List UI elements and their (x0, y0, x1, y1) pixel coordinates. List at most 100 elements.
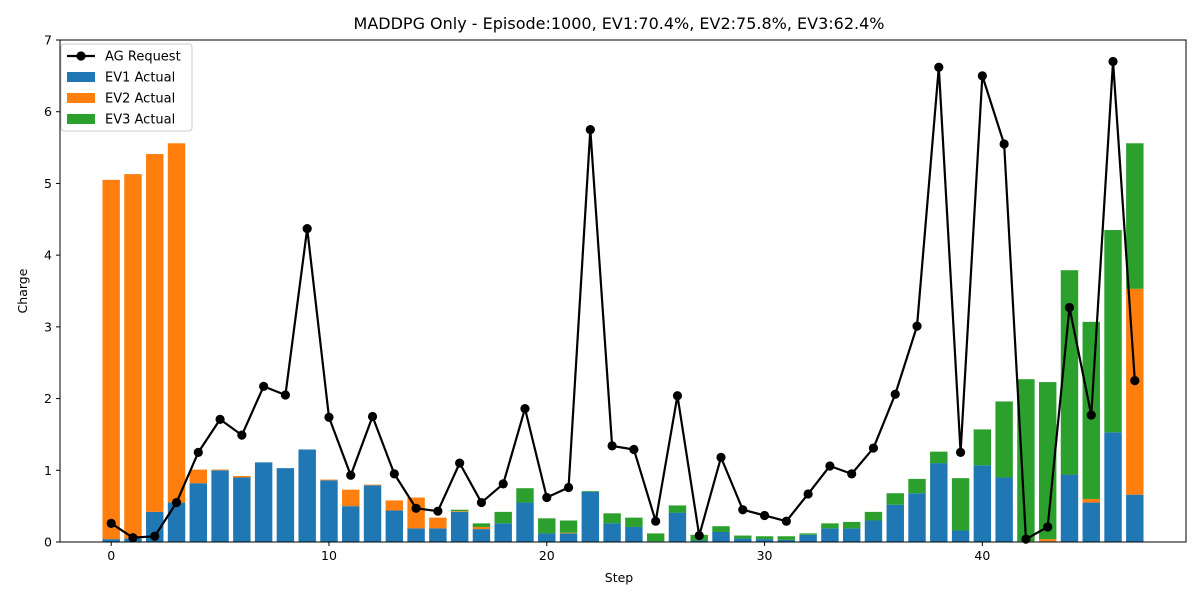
y-tick-label-1: 1 (44, 463, 52, 478)
ag-request-point-29 (738, 505, 748, 515)
ag-request-point-27 (694, 530, 704, 541)
bar-ev3-step-39 (951, 478, 970, 531)
bar-ev2-step-43 (1038, 539, 1057, 542)
ag-request-point-47 (1130, 376, 1140, 386)
bar-ev3-step-47 (1126, 143, 1144, 289)
bar-ev3-step-31 (777, 536, 796, 540)
bar-ev2-step-45 (1082, 498, 1100, 503)
bar-ev1-step-30 (755, 539, 774, 542)
line-layer (106, 56, 1140, 544)
ag-request-point-41 (999, 139, 1009, 149)
bar-ev1-step-10 (320, 480, 338, 542)
ag-request-point-46 (1108, 56, 1118, 67)
bar-ev1-step-19 (516, 502, 534, 542)
bar-ev1-step-34 (842, 528, 861, 542)
legend-label-ev1-actual: EV1 Actual (105, 71, 175, 86)
bar-ev3-step-17 (472, 523, 491, 527)
bar-ev1-step-29 (734, 538, 752, 542)
ag-request-point-9 (302, 224, 312, 234)
ag-request-point-24 (629, 444, 639, 455)
bar-ev1-step-27 (690, 540, 708, 542)
bar-ev3-step-42 (1017, 379, 1035, 542)
legend-label-ag-request: AG Request (105, 50, 181, 65)
legend-label-ev2-actual: EV2 Actual (105, 92, 175, 107)
ag-request-point-2 (150, 531, 160, 541)
ag-request-point-45 (1086, 410, 1096, 420)
bar-ev1-step-33 (821, 528, 839, 542)
ag-request-point-36 (890, 389, 900, 399)
ag-request-point-11 (346, 470, 356, 480)
ag-request-point-22 (585, 125, 595, 135)
ag-request-point-15 (433, 506, 443, 516)
bar-ev3-step-44 (1060, 270, 1079, 475)
bar-ev1-step-2 (146, 511, 164, 542)
ag-request-point-17 (476, 497, 487, 508)
x-tick-label-30: 30 (757, 548, 773, 563)
ag-request-point-40 (977, 71, 987, 81)
bar-ev1-step-40 (973, 465, 992, 542)
bar-ev3-step-35 (864, 511, 883, 521)
ag-request-point-23 (607, 441, 617, 451)
y-tick-label-2: 2 (44, 391, 52, 406)
ag-request-point-34 (847, 469, 857, 479)
bar-ev3-step-19 (516, 488, 534, 503)
bar-ev3-step-36 (886, 493, 904, 505)
y-tick-label-7: 7 (44, 33, 52, 48)
y-tick-label-6: 6 (44, 104, 52, 119)
bar-ev2-step-10 (320, 479, 338, 481)
bar-ev2-step-2 (146, 154, 164, 512)
bar-ev2-step-17 (472, 526, 491, 530)
ag-request-point-42 (1021, 534, 1031, 544)
bar-ev1-step-4 (189, 483, 208, 542)
bar-ev1-step-35 (864, 520, 883, 542)
legend-swatch-ev1-actual (67, 72, 95, 82)
bar-ev1-step-14 (407, 528, 425, 542)
ag-request-point-28 (716, 452, 726, 462)
bar-ev1-step-46 (1104, 432, 1122, 542)
ag-request-point-26 (672, 391, 683, 401)
bar-ev1-step-5 (211, 470, 229, 542)
bar-ev3-step-41 (995, 401, 1013, 478)
ag-request-point-14 (411, 503, 421, 513)
ag-request-point-8 (280, 390, 291, 400)
bar-ev2-step-15 (429, 517, 447, 529)
bar-ev1-step-11 (342, 506, 360, 542)
bar-ev3-step-25 (646, 533, 665, 542)
ag-request-point-7 (259, 381, 269, 391)
bar-ev3-step-43 (1038, 382, 1057, 540)
y-axis-ticks: 0 1 2 3 4 5 6 7 (44, 33, 60, 550)
bar-ev2-step-11 (342, 489, 360, 507)
bar-ev1-step-8 (276, 468, 295, 542)
bar-ev1-step-15 (429, 528, 447, 542)
bar-ev1-step-36 (886, 504, 904, 542)
x-tick-label-0: 0 (107, 548, 115, 563)
bar-ev2-step-3 (167, 143, 186, 503)
ag-request-point-25 (651, 516, 661, 526)
bar-ev1-step-12 (363, 485, 382, 542)
bar-ev2-step-6 (233, 476, 251, 478)
bar-ev2-step-16 (450, 511, 469, 512)
bar-ev1-step-18 (494, 523, 512, 542)
ag-request-point-6 (237, 430, 247, 440)
bar-ev1-step-24 (625, 526, 643, 542)
bar-ev2-step-5 (211, 469, 229, 471)
bar-ev3-step-33 (821, 523, 839, 529)
ag-request-point-16 (455, 458, 465, 468)
ag-request-point-4 (193, 447, 203, 457)
legend-swatch-ev3-actual (67, 114, 95, 124)
x-axis-label: Step (605, 570, 634, 585)
bar-ev1-step-16 (450, 511, 469, 542)
bar-ev3-step-24 (625, 517, 643, 527)
legend-box (60, 43, 193, 132)
bar-ev2-step-12 (363, 484, 382, 486)
bar-ev2-step-14 (407, 497, 425, 529)
bar-ev2-step-21 (559, 532, 578, 534)
ag-request-point-20 (542, 492, 552, 503)
ag-request-point-33 (825, 461, 835, 471)
bar-ev1-step-47 (1126, 494, 1144, 542)
ag-request-point-19 (520, 404, 530, 414)
bar-ev1-step-17 (472, 529, 491, 542)
bar-ev1-step-28 (712, 531, 730, 542)
x-tick-label-20: 20 (539, 548, 555, 563)
